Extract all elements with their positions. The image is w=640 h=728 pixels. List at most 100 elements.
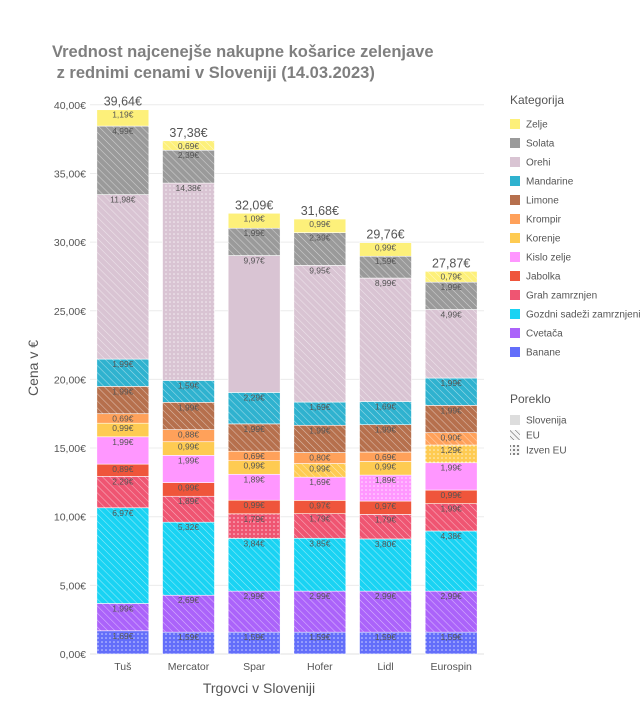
x-tick-label: Tuš [114, 661, 131, 673]
bar-value-label: 2,99€ [441, 591, 463, 601]
bar-value-label: 6,97€ [112, 508, 134, 518]
x-axis-title: Trgovci v Sloveniji [203, 680, 315, 696]
bar-segment-banane-0 [96, 630, 150, 655]
bar-value-label: 2,29€ [112, 476, 134, 486]
svg-text:Cvetača: Cvetača [526, 329, 563, 340]
svg-text:Gozdni sadeži zamrznjeni: Gozdni sadeži zamrznjeni [526, 310, 640, 321]
bar-segment-solata-2 [227, 227, 281, 256]
bar-value-label: 0,99€ [178, 483, 200, 493]
legend-item-banane[interactable]: Banane [510, 347, 561, 359]
svg-text:Mandarine: Mandarine [526, 177, 574, 188]
bar-value-label: 1,99€ [309, 425, 331, 435]
bar-segment-kislo-zelje-1 [162, 455, 215, 483]
x-tick-label: Eurospin [430, 661, 472, 673]
svg-text:Limone: Limone [526, 196, 559, 207]
bar-segment-mandarine-4 [359, 401, 412, 426]
bar-value-label: 0,99€ [178, 442, 200, 452]
x-tick-label: Hofer [307, 661, 333, 673]
bar-segment-gozdni-sade-i-zamrznjeni-4 [359, 538, 412, 592]
bar-value-label: 1,99€ [244, 424, 266, 434]
legend-item-limone[interactable]: Limone [510, 195, 559, 207]
legend-origin-izven-eu[interactable]: Izven EU [510, 445, 567, 457]
bar-segment-cveta-a-1 [162, 594, 215, 633]
bar-segment-limone-5 [424, 405, 478, 433]
y-tick-label: 35,00€ [54, 168, 86, 180]
bar-value-label: 0,99€ [441, 490, 463, 500]
bar-value-label: 1,69€ [309, 477, 331, 487]
bar-segment-limone-2 [227, 423, 281, 452]
y-tick-label: 0,00€ [60, 649, 86, 661]
bar-value-label: 1,99€ [244, 228, 266, 238]
bar-value-label: 0,97€ [375, 501, 397, 511]
legend-item-gozdni-sade-i-zamrznjeni[interactable]: Gozdni sadeži zamrznjeni [510, 309, 640, 321]
bar-value-label: 1,59€ [309, 632, 331, 642]
bar-segment-limone-3 [293, 424, 347, 453]
bar-segment-banane-1 [162, 631, 215, 655]
bar-segment-gozdni-sade-i-zamrznjeni-1 [162, 521, 215, 596]
bar-value-label: 4,38€ [441, 531, 463, 541]
legend-item-korenje[interactable]: Korenje [510, 233, 561, 245]
bar-value-label: 1,69€ [112, 631, 134, 641]
bar-value-label: 1,59€ [178, 380, 200, 390]
legend-item-krompir[interactable]: Krompir [510, 214, 562, 226]
legend-item-orehi[interactable]: Orehi [510, 157, 550, 169]
bar-value-label: 5,32€ [178, 522, 200, 532]
bar-segment-solata-3 [293, 232, 347, 266]
bar-segment-zelje-0 [96, 109, 150, 127]
legend-item-jabolka[interactable]: Jabolka [510, 271, 561, 283]
bar-value-label: 1,99€ [178, 455, 200, 465]
bar-value-label: 1,99€ [375, 425, 397, 435]
bar-segment-cveta-a-4 [359, 590, 412, 633]
bar-value-label: 1,59€ [441, 632, 463, 642]
legend-item-zelje[interactable]: Zelje [510, 119, 548, 131]
bar-value-label: 0,88€ [178, 430, 200, 440]
svg-text:Solata: Solata [526, 139, 555, 150]
x-tick-label: Lidl [377, 661, 393, 673]
bar-segment-zelje-5 [424, 271, 478, 283]
bar-value-label: 1,99€ [441, 282, 463, 292]
svg-text:Grah zamrznjen: Grah zamrznjen [526, 291, 597, 302]
y-axis: 0,00€ 5,00€ 10,00€ 15,00€ 20,00€ 25,00€ 30,00€… [54, 100, 86, 661]
bar-value-label: 1,09€ [244, 213, 266, 223]
bar-segment-banane-4 [359, 631, 412, 655]
bar-value-label: 0,99€ [309, 219, 331, 229]
svg-text:Krompir: Krompir [526, 215, 562, 226]
bar-segment-limone-0 [96, 386, 150, 415]
bar-value-label: 2,29€ [244, 392, 266, 402]
legend-item-kislo-zelje[interactable]: Kislo zelje [510, 252, 571, 264]
bar-segment-mandarine-3 [293, 401, 347, 426]
bar-segment-gozdni-sade-i-zamrznjeni-5 [424, 530, 478, 592]
legend: Kategorija Zelje Solata Orehi Mandarine Limon… [510, 93, 640, 457]
legend-origin-eu[interactable]: EU [510, 430, 540, 442]
legend-item-mandarine[interactable]: Mandarine [510, 176, 574, 188]
x-tick-label: Spar [243, 661, 266, 673]
legend-origin-slovenija[interactable]: Slovenija [510, 415, 567, 427]
bar-segment-orehi-5 [424, 309, 478, 379]
bar-value-label: 9,97€ [244, 256, 266, 266]
bar-segment-gozdni-sade-i-zamrznjeni-3 [293, 537, 347, 592]
legend-title: Kategorija [510, 93, 564, 107]
bar-value-label: 0,80€ [309, 453, 331, 463]
bar-value-label: 1,19€ [112, 110, 134, 120]
svg-text:Jabolka: Jabolka [526, 272, 561, 283]
legend-item-grah-zamrznjen[interactable]: Grah zamrznjen [510, 290, 597, 302]
bar-value-label: 1,69€ [309, 402, 331, 412]
bar-value-label: 1,29€ [441, 445, 463, 455]
bar-value-label: 0,89€ [112, 464, 134, 474]
bar-segment-cveta-a-3 [293, 590, 347, 633]
bar-value-label: 2,69€ [178, 595, 200, 605]
bar-value-label: 1,99€ [112, 437, 134, 447]
chart-title-line2: z rednimi cenami v Sloveniji (14.03.2023… [52, 64, 375, 82]
bar-value-label: 0,99€ [244, 461, 266, 471]
legend-item-cveta-a[interactable]: Cvetača [510, 328, 563, 340]
bar-value-label: 0,99€ [309, 464, 331, 474]
legend-item-solata[interactable]: Solata [510, 138, 555, 150]
bar-segment-kislo-zelje-0 [96, 436, 150, 465]
y-tick-label: 40,00€ [54, 100, 86, 112]
bar-segment-grah-zamrznjen-2 [227, 513, 281, 539]
bar-value-label: 2,99€ [309, 591, 331, 601]
bar-total-label: 31,68€ [301, 204, 339, 218]
bar-value-label: 4,99€ [112, 126, 134, 136]
bar-segment-kislo-zelje-2 [227, 473, 281, 501]
